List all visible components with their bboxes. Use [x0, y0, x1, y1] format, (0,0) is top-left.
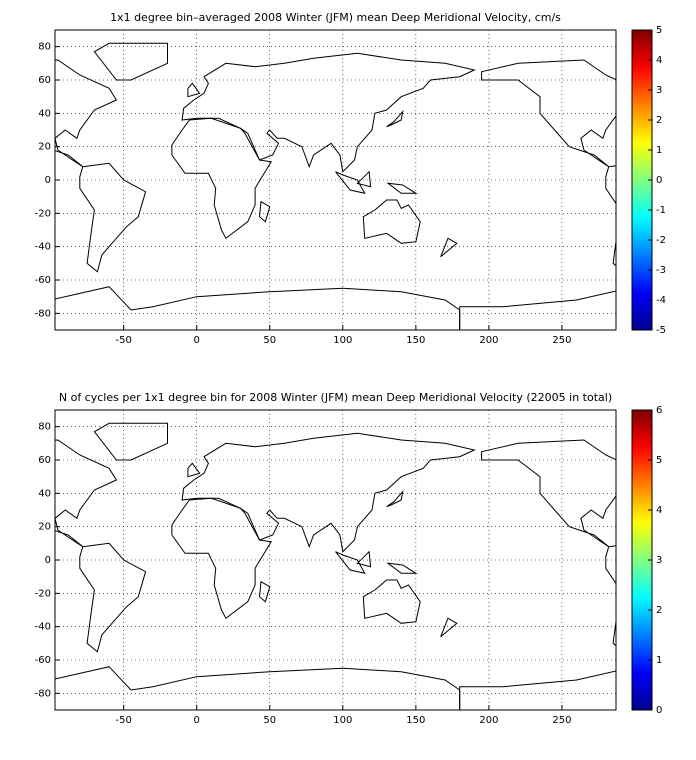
y-tick-label: 60 [38, 455, 51, 466]
coastline [440, 237, 458, 258]
colorbar-tick-label: 4 [656, 55, 662, 66]
y-tick-label: -80 [35, 688, 51, 699]
colorbar-tick-label: -3 [656, 265, 666, 276]
coastline [386, 110, 404, 128]
y-tick-label: -20 [35, 588, 51, 599]
x-tick-label: 0 [194, 715, 200, 726]
coastline [93, 422, 168, 461]
coastline [181, 432, 476, 553]
colorbar-tick-label: 1 [656, 655, 662, 666]
y-tick-label: -40 [35, 622, 51, 633]
chart-title: N of cycles per 1x1 degree bin for 2008 … [59, 391, 612, 404]
coastline [79, 162, 147, 273]
y-tick-label: 40 [38, 488, 51, 499]
plot-frame [54, 29, 617, 331]
colorbar-tick-label: 2 [656, 115, 662, 126]
y-tick-label: 40 [38, 108, 51, 119]
y-tick-label: 0 [45, 175, 51, 186]
coastline [258, 200, 271, 223]
plot-frame [54, 409, 617, 711]
coastline [362, 199, 421, 244]
y-tick-label: 0 [45, 555, 51, 566]
colorbar-tick-label: -4 [656, 295, 666, 306]
coastline [386, 562, 418, 574]
colorbar-tick-label: -1 [656, 205, 666, 216]
y-tick-label: 20 [38, 522, 51, 533]
coastline [356, 550, 372, 568]
coastline [93, 42, 168, 81]
coastline [79, 542, 147, 653]
y-tick-label: -80 [35, 308, 51, 319]
coastline [481, 59, 616, 168]
chart-title: 1x1 degree bin–averaged 2008 Winter (JFM… [110, 11, 561, 24]
coastline [171, 117, 273, 240]
y-tick-label: 80 [38, 42, 51, 53]
coastline [258, 580, 271, 603]
x-tick-label: 250 [552, 715, 571, 726]
y-tick-label: -60 [35, 655, 51, 666]
x-tick-label: 50 [263, 335, 276, 346]
coastline [187, 462, 201, 478]
colorbar-tick-label: 0 [656, 175, 662, 186]
coastline [386, 490, 404, 508]
colorbar-tick-label: 1 [656, 145, 662, 156]
y-tick-label: -60 [35, 275, 51, 286]
colorbar-tick-label: 6 [656, 405, 662, 416]
x-tick-label: 0 [194, 335, 200, 346]
y-tick-label: -20 [35, 208, 51, 219]
coastline [605, 545, 616, 647]
coastlines [55, 422, 616, 710]
x-tick-label: 250 [552, 335, 571, 346]
coastline [459, 290, 616, 330]
coastline [187, 82, 201, 98]
coastline [55, 59, 118, 168]
x-tick-label: 150 [406, 335, 425, 346]
x-tick-label: 100 [333, 715, 352, 726]
coastline [356, 170, 372, 188]
y-tick-label: -40 [35, 242, 51, 253]
colorbar-tick-label: -2 [656, 235, 666, 246]
coastline [362, 579, 421, 624]
coastline [440, 617, 458, 638]
colorbar-tick-label: 3 [656, 85, 662, 96]
colorbar-tick-label: 5 [656, 25, 662, 36]
coastline [55, 439, 118, 548]
coastline [55, 666, 461, 710]
colorbar-tick-label: -5 [656, 325, 666, 336]
coastline [459, 670, 616, 710]
coastline [55, 286, 461, 330]
coastline [171, 497, 273, 620]
coastline [481, 439, 616, 548]
coastline [335, 171, 366, 195]
colorbar-tick-label: 4 [656, 505, 662, 516]
y-tick-label: 20 [38, 142, 51, 153]
x-tick-label: 200 [479, 715, 498, 726]
x-tick-label: 50 [263, 715, 276, 726]
x-tick-label: -50 [115, 335, 131, 346]
colorbar-tick-label: 0 [656, 705, 662, 716]
x-tick-label: 200 [479, 335, 498, 346]
coastline [335, 551, 366, 575]
colorbar-tick-label: 3 [656, 555, 662, 566]
coastlines [55, 42, 616, 330]
colorbar-tick-label: 5 [656, 455, 662, 466]
x-tick-label: 150 [406, 715, 425, 726]
x-tick-label: -50 [115, 715, 131, 726]
y-tick-label: 60 [38, 75, 51, 86]
coastline [181, 52, 476, 173]
coastline [605, 165, 616, 267]
y-tick-label: 80 [38, 422, 51, 433]
coastline [386, 182, 418, 194]
colorbar-tick-label: 2 [656, 605, 662, 616]
x-tick-label: 100 [333, 335, 352, 346]
